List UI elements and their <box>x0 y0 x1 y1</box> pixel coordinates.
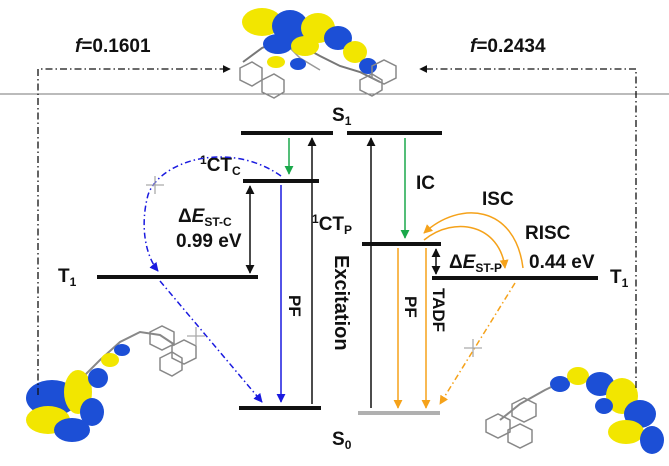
blocked-phosphorescence-left <box>159 280 263 403</box>
blocked-isc-cross <box>146 176 164 194</box>
isc-label: ISC <box>482 189 514 210</box>
excitation-label: Excitation <box>330 255 352 351</box>
ct-p-label: 1CTP <box>312 212 352 237</box>
blocked-phosphorescence-left-cross <box>187 327 205 345</box>
blocked-phosphorescence-right <box>439 282 516 405</box>
blocked-isc-arrow <box>143 156 282 272</box>
risc-label: RISC <box>525 223 571 244</box>
right-molecule-orbital <box>485 367 664 454</box>
delta-est-c-label: ΔEST-C <box>178 206 232 229</box>
delta-est-c-value: 0.99 eV <box>176 231 242 252</box>
s1-label: S1 <box>332 105 352 128</box>
delta-est-p-label: ΔEST-P <box>449 252 502 275</box>
ct-c-label: 1CTC <box>200 153 241 178</box>
isc-arrow <box>423 212 524 269</box>
oscillator-strength-left: f=0.1601 <box>75 36 151 57</box>
right-orbital-connector <box>419 65 637 388</box>
t1-left-label: T1 <box>58 266 77 289</box>
blocked-phosphorescence-right-cross <box>464 339 482 357</box>
oscillator-strength-right: f=0.2434 <box>470 36 546 57</box>
pf-left-label: PF <box>285 295 304 317</box>
t1-right-label: T1 <box>610 267 629 290</box>
left-molecule-orbital <box>26 325 197 442</box>
risc-arrow <box>423 225 509 269</box>
top-molecule-orbital <box>239 8 397 99</box>
left-orbital-connector <box>37 65 231 395</box>
ic-label: IC <box>416 173 435 194</box>
pf-right-label: PF <box>401 296 420 318</box>
tadf-label: TADF <box>429 288 448 332</box>
delta-est-p-value: 0.44 eV <box>529 252 595 273</box>
s0-label: S0 <box>332 429 352 452</box>
